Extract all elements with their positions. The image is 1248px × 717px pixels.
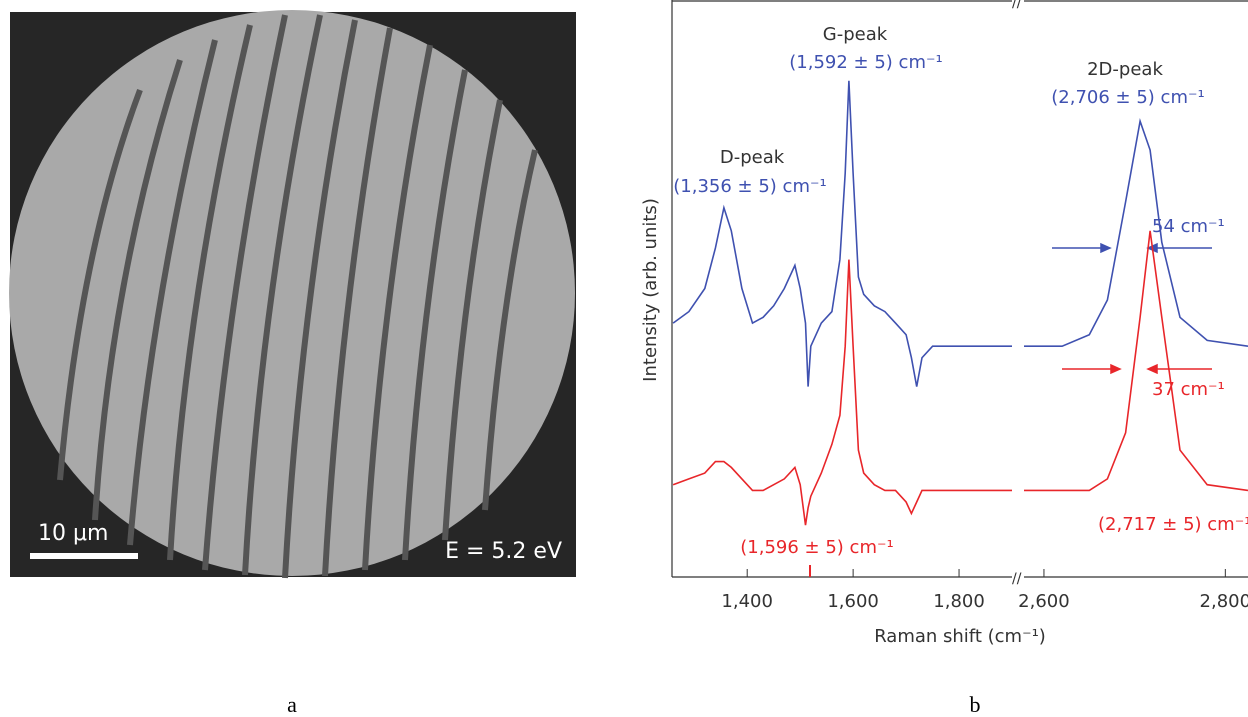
spectrum [672,80,1012,387]
x-tick-label: 1,600 [827,591,879,612]
scale-bar [30,553,138,559]
x-tick-label: 2,800 [1200,591,1248,612]
stripes [57,14,538,579]
energy-label: E = 5.2 eV [445,539,562,564]
annotation: 2D-peak [1087,59,1163,80]
panel-b: // // Raman shift (cm⁻¹) Intensity (arb.… [640,0,1248,717]
annotation: 37 cm⁻¹ [1152,379,1225,400]
fwhm-arrows [1062,363,1212,375]
annotation: G-peak [823,24,888,45]
x-tick-label: 2,600 [1018,591,1070,612]
annotation: (2,706 ± 5) cm⁻¹ [1051,87,1204,108]
axis-break: // [1012,0,1022,11]
spectrum [1024,118,1248,347]
panel-a: 10 μm E = 5.2 eV a [9,10,576,717]
x-tick-label: 1,400 [721,591,773,612]
annotation: (2,717 ± 5) cm⁻¹ [1098,514,1248,535]
spectrum [672,259,1012,526]
scale-label: 10 μm [38,521,108,546]
annotation: (1,596 ± 5) cm⁻¹ [740,537,893,558]
fwhm-arrows [1052,242,1212,254]
y-axis-label: Intensity (arb. units) [640,198,661,382]
caption: b [970,692,981,717]
x-axis-label: Raman shift (cm⁻¹) [874,626,1046,647]
caption: a [287,692,297,717]
annotation: (1,592 ± 5) cm⁻¹ [789,52,942,73]
axis-break: // [1012,571,1022,587]
x-tick-label: 1,800 [933,591,985,612]
spectrum [1024,230,1248,492]
annotation: (1,356 ± 5) cm⁻¹ [673,176,826,197]
annotation: D-peak [720,147,785,168]
annotation: 54 cm⁻¹ [1152,216,1225,237]
